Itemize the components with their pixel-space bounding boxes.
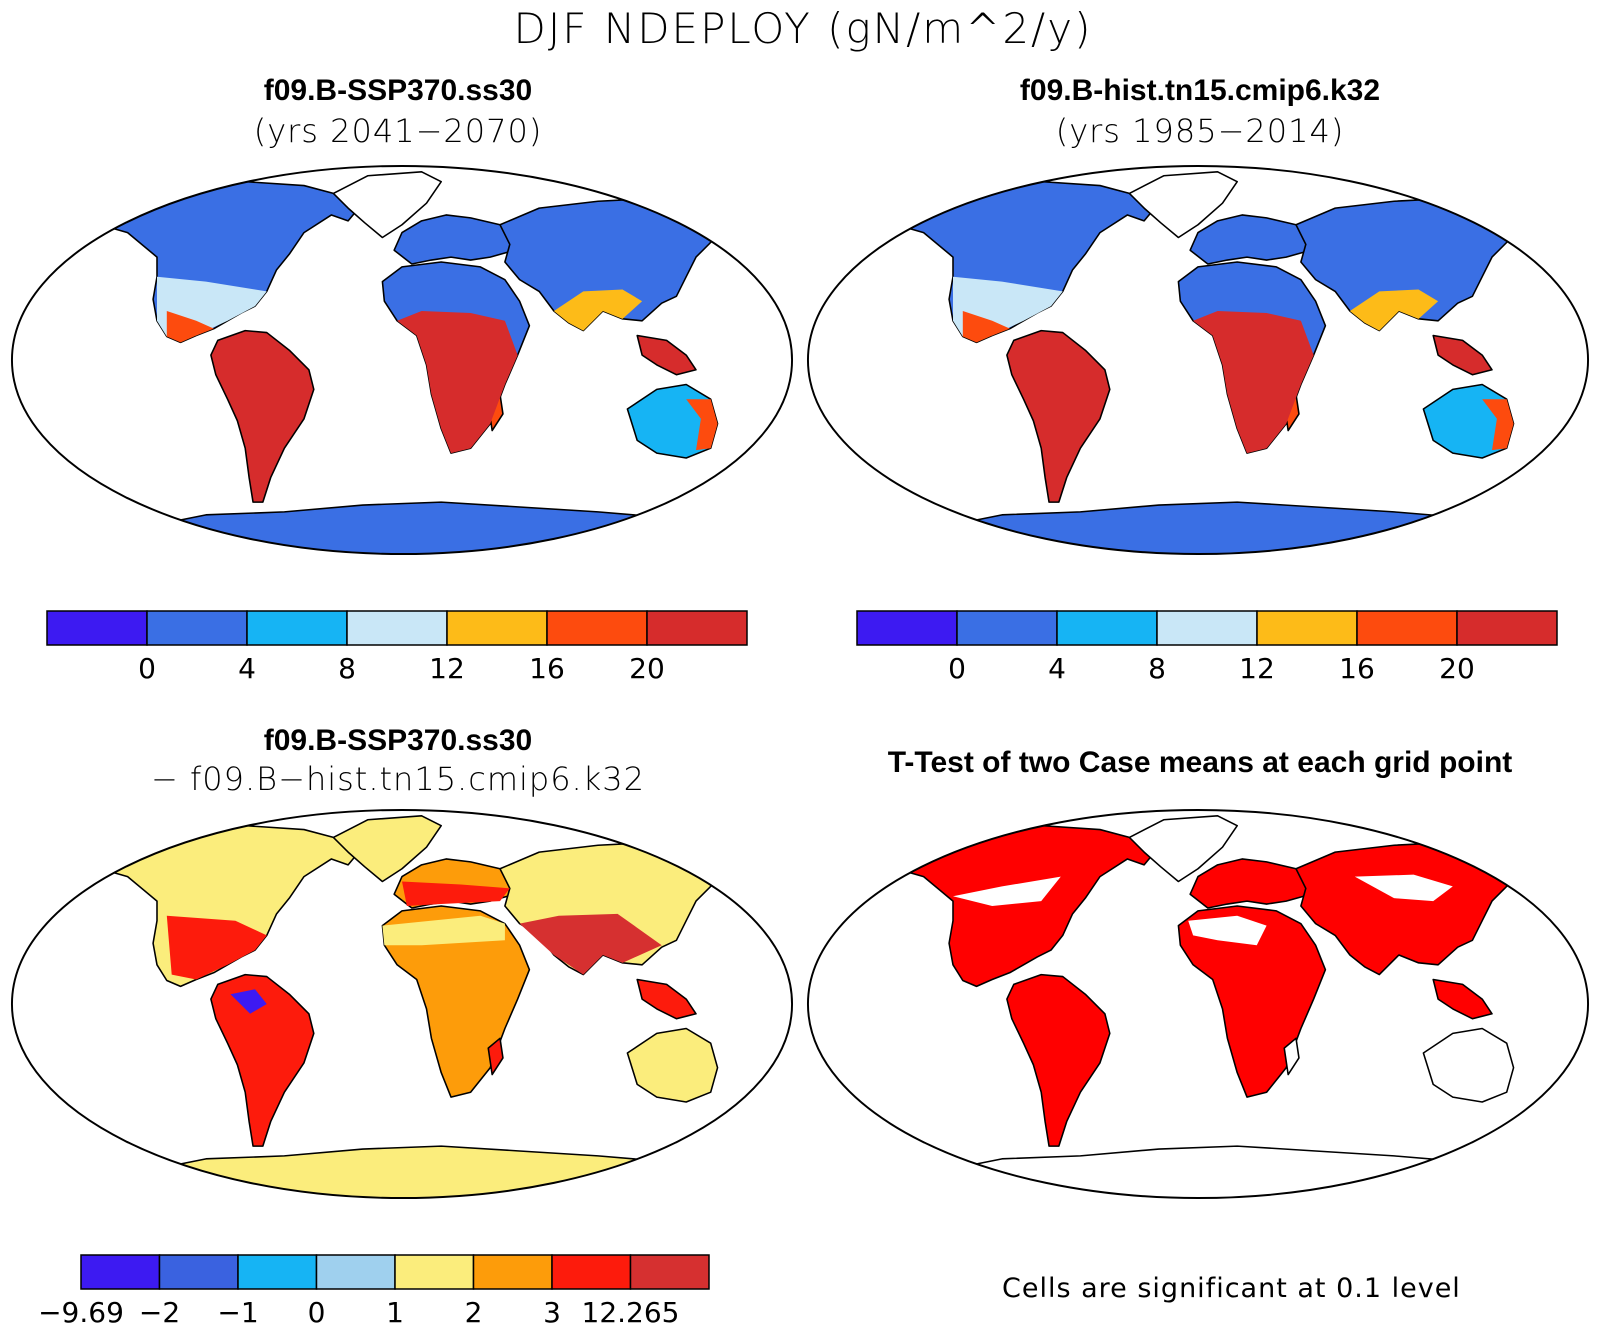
map-panel-a	[10, 164, 794, 556]
colorbar-swatch	[237, 1254, 318, 1290]
colorbar-tick-label: 0	[948, 652, 966, 685]
landmass-samerica	[1006, 973, 1111, 1147]
colorbar-tick-label: 3	[543, 1296, 561, 1329]
landmass-greenland	[332, 171, 442, 239]
colorbar-tick-label: 12.265	[582, 1296, 680, 1329]
landmass-seasia	[1432, 978, 1493, 1020]
ttest-note: Cells are significant at 0.1 level	[1002, 1273, 1461, 1304]
colorbar-tick-label: 16	[1339, 652, 1375, 685]
colorbar-swatch	[446, 610, 548, 646]
colorbar-tick-label: 0	[308, 1296, 326, 1329]
colorbar-swatch	[551, 1254, 632, 1290]
colorbar-tick-label: 4	[1048, 652, 1066, 685]
colorbar-swatch	[1156, 610, 1258, 646]
colorbar-tick-label: 8	[1148, 652, 1166, 685]
colorbar-tick-label: 8	[338, 652, 356, 685]
colorbar-swatch	[856, 610, 958, 646]
landmass-madagascar	[487, 1037, 504, 1076]
landmass-australia	[1422, 1027, 1515, 1103]
colorbar-tick-label: 1	[386, 1296, 404, 1329]
colorbar-swatch	[1456, 610, 1558, 646]
panel-c-subtitle: − f09.B−hist.tn15.cmip6.k32	[151, 760, 645, 798]
map-panel-d	[806, 808, 1590, 1200]
colorbar-swatch	[1256, 610, 1358, 646]
colorbar-tick-label: −9.69	[38, 1296, 124, 1329]
colorbar-swatch	[646, 610, 748, 646]
colorbar-swatch	[315, 1254, 396, 1290]
colorbar-tick-label: 12	[429, 652, 465, 685]
panel-b-title: f09.B-hist.tn15.cmip6.k32	[1019, 74, 1381, 107]
colorbar-tick-label: −1	[217, 1296, 258, 1329]
panel-b-subtitle: (yrs 1985−2014)	[1055, 112, 1345, 150]
colorbar-swatch	[394, 1254, 475, 1290]
landmass-samerica	[210, 329, 315, 503]
colorbar-swatch	[472, 1254, 553, 1290]
panel-a-subtitle: (yrs 2041−2070)	[253, 112, 543, 150]
panel-c-title: f09.B-SSP370.ss30	[263, 724, 533, 757]
landmass-seasia	[636, 334, 697, 376]
colorbar-swatch	[158, 1254, 239, 1290]
colorbar-swatch	[1056, 610, 1158, 646]
colorbar-tick-label: 16	[529, 652, 565, 685]
colorbar-tick-label: 20	[1439, 652, 1475, 685]
landmass-australia	[626, 1027, 719, 1103]
map-panel-c	[10, 808, 794, 1200]
colorbar-tick-label: 2	[465, 1296, 483, 1329]
landmass-seasia	[636, 978, 697, 1020]
colorbar-tick-label: 4	[238, 652, 256, 685]
figure-title: DJF NDEPLOY (gN/m^2/y)	[513, 4, 1093, 53]
colorbar-swatch	[80, 1254, 161, 1290]
landmass-greenland	[1128, 171, 1238, 239]
colorbar-swatch	[246, 610, 348, 646]
colorbar-tick-label: 0	[138, 652, 156, 685]
colorbar-tick-label: 12	[1239, 652, 1275, 685]
colorbar-swatch	[1356, 610, 1458, 646]
panel-a-title: f09.B-SSP370.ss30	[263, 74, 533, 107]
colorbar-swatch	[546, 610, 648, 646]
colorbar-tick-label: 20	[629, 652, 665, 685]
landmass-samerica	[210, 973, 315, 1147]
landmass-madagascar	[1283, 1037, 1300, 1076]
colorbar-tick-label: −2	[139, 1296, 180, 1329]
landmass-greenland	[332, 815, 442, 883]
colorbar-swatch	[146, 610, 248, 646]
landmass-seasia	[1432, 334, 1493, 376]
colorbar-panel-a: 0 4 8 12 16 20	[46, 610, 748, 685]
landmass-greenland	[1128, 815, 1238, 883]
landmass-samerica	[1006, 329, 1111, 503]
colorbar-panel-c: −9.69 −2 −1 0 1 2 3 12.265	[38, 1254, 710, 1329]
colorbar-swatch	[46, 610, 148, 646]
panel-d-title: T-Test of two Case means at each grid po…	[887, 746, 1513, 779]
map-panel-b	[806, 164, 1590, 556]
colorbar-panel-b: 0 4 8 12 16 20	[856, 610, 1558, 685]
colorbar-swatch	[629, 1254, 710, 1290]
colorbar-swatch	[956, 610, 1058, 646]
colorbar-swatch	[346, 610, 448, 646]
